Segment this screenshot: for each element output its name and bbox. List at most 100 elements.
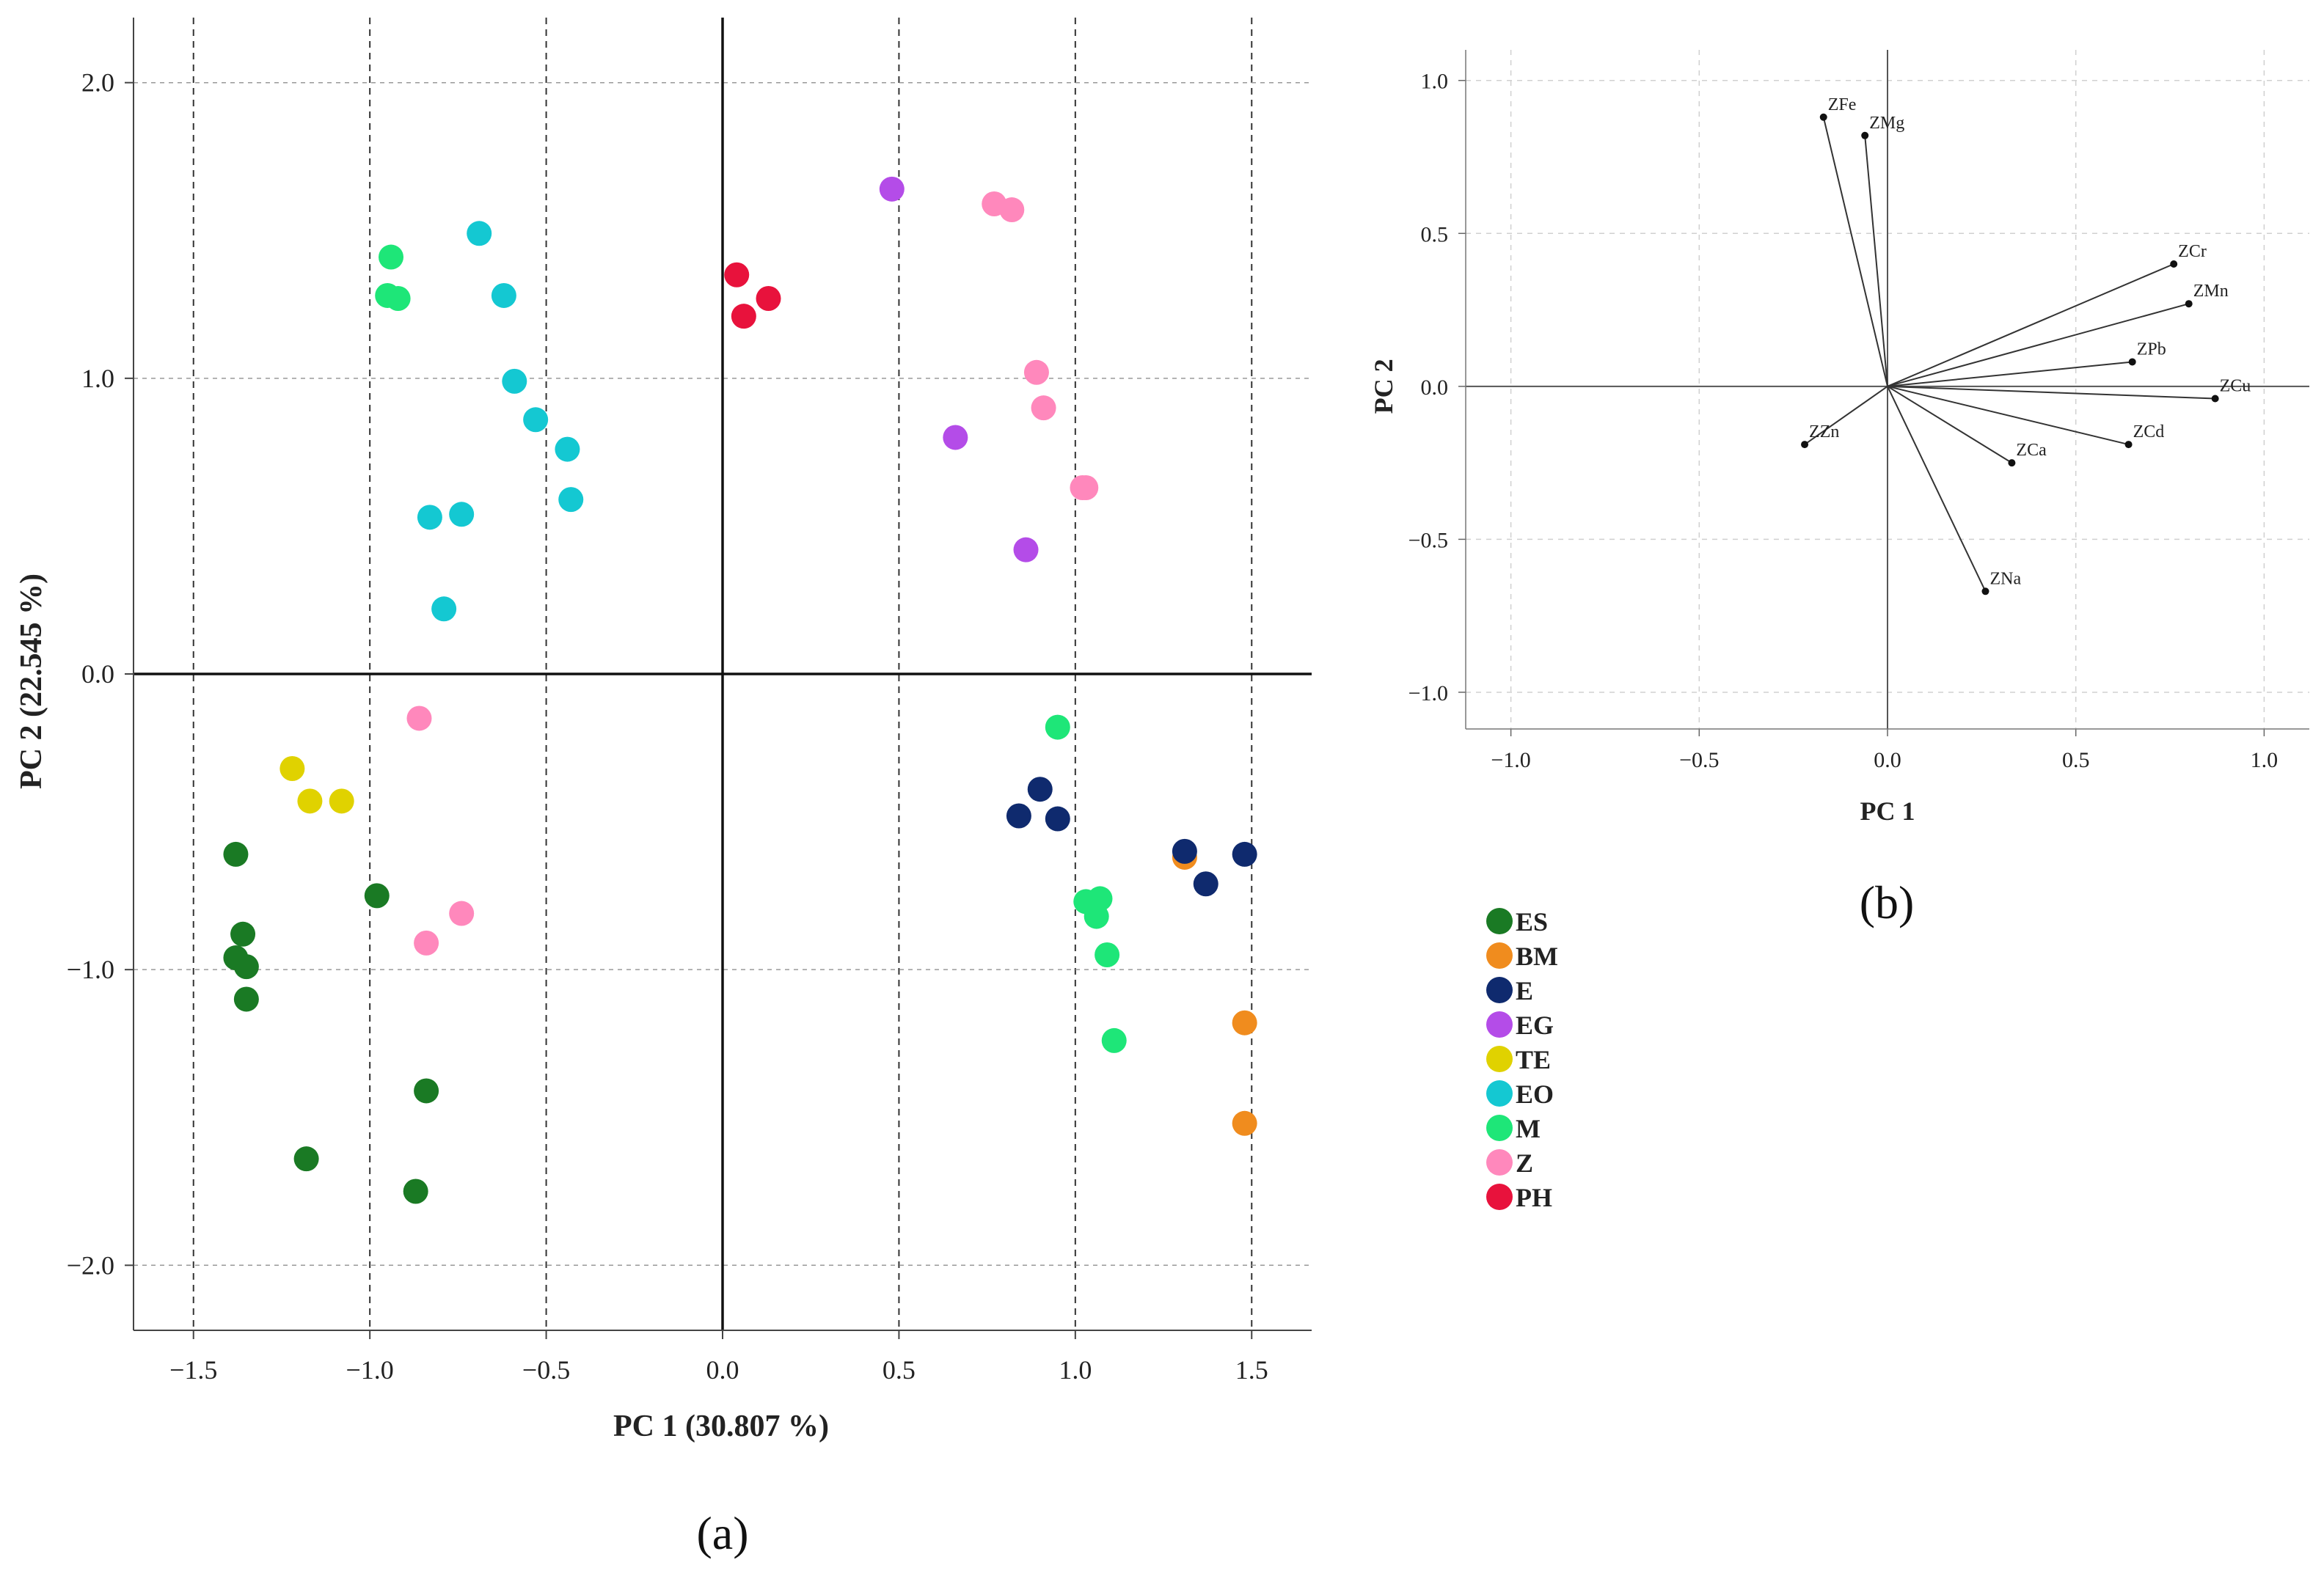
vector-label-zcu: ZCu [2220,377,2251,396]
vector-point-zfe [1819,113,1827,121]
legend-label-es: ES [1516,907,1548,937]
point-e [1232,841,1257,867]
point-m [1095,942,1120,967]
legend-label-eo: EO [1516,1080,1554,1109]
point-m [1045,714,1070,740]
legend-marker-m [1486,1115,1513,1141]
y-tick-label: 1.0 [1421,70,1449,94]
vector-label-zcd: ZCd [2133,422,2165,441]
panel-a-scatter: −1.5 −1.0 −0.5 0.0 0.5 1.0 1.5 −2.0 −1.0 0.0 1.0 2.… [15,18,1312,1443]
point-bm [1232,1110,1257,1136]
panel-b-loadings: −1.0 −0.5 0.0 0.5 1.0 −1.0 −0.5 0.0 0.5 1.0 PC 1 PC… [1369,50,2309,826]
vector-point-zca [2008,459,2016,467]
x-axis-title: PC 1 (30.807 %) [613,1410,829,1443]
point-ph [731,304,756,329]
vector-label-zfe: ZFe [1828,95,1857,114]
vector-point-zmg [1861,131,1869,139]
point-te [297,788,323,814]
vector-point-zcu [2211,395,2219,403]
point-m [1084,904,1109,929]
vector-point-zcr [2170,260,2178,268]
vector-line-zcr [1887,263,2174,387]
point-eg [879,176,905,202]
point-es [403,1179,428,1204]
point-z [999,197,1025,223]
vector-line-zmn [1887,303,2189,387]
x-tick-label: 0.5 [883,1355,916,1385]
legend-label-eg: EG [1516,1011,1554,1040]
point-te [279,756,305,782]
legend-label-te: TE [1516,1045,1551,1074]
panel-a-label: (a) [696,1507,748,1559]
legend-marker-z [1486,1149,1513,1176]
vector-label-zpb: ZPb [2137,340,2166,359]
vector-line-zcd [1887,385,2129,446]
point-e [1193,871,1218,897]
legend-marker-te [1486,1046,1513,1072]
vector-label-zna: ZNa [1989,569,2021,588]
y-tick-label: 0.5 [1421,222,1449,246]
point-es [414,1078,439,1104]
vector-label-zzn: ZZn [1809,422,1839,441]
point-eo [491,282,516,308]
vector-point-zmn [2185,300,2193,308]
y-tick-label: 0.0 [1421,375,1449,400]
point-es [223,841,249,867]
y-tick-label: 0.0 [81,659,114,689]
x-axis-title: PC 1 [1860,796,1915,826]
y-tick-label: 2.0 [81,68,114,98]
point-eg [1013,537,1039,562]
x-tick-label: −1.0 [346,1355,394,1385]
legend-marker-ph [1486,1184,1513,1210]
point-eo [555,436,580,462]
y-tick-label: −1.0 [67,955,114,984]
vector-line-zcu [1887,385,2215,400]
point-eo [502,368,527,394]
y-axis-title: PC 2 [1369,359,1398,414]
point-eo [523,407,549,433]
point-eo [558,487,584,513]
vector-point-zcd [2124,441,2133,449]
x-tick-label: 0.0 [1874,748,1901,772]
legend-marker-eg [1486,1011,1513,1038]
vector-line-zfe [1822,117,1888,387]
y-axis-title: PC 2 (22.545 %) [15,573,48,789]
legend-label-z: Z [1516,1148,1533,1178]
legend-marker-eo [1486,1080,1513,1107]
point-e [1006,803,1031,829]
x-tick-label: −1.0 [1491,748,1530,772]
panel-b-label: (b) [1860,876,1915,928]
point-ph [724,262,750,287]
point-ph [756,285,781,311]
vector-point-zzn [1801,441,1809,449]
legend-marker-e [1486,977,1513,1003]
point-z [406,705,432,731]
x-tick-label: −0.5 [522,1355,570,1385]
x-tick-label: −0.5 [1679,748,1719,772]
y-tick-label: −2.0 [67,1250,114,1280]
point-eo [467,221,492,246]
vector-label-zmg: ZMg [1869,114,1904,133]
vector-line-zmg [1864,135,1888,386]
point-z [1023,359,1049,385]
point-z [1031,395,1056,421]
point-eo [449,502,475,527]
point-eo [417,505,442,530]
point-es [364,883,390,909]
point-eo [431,596,457,622]
legend-label-m: M [1516,1114,1541,1143]
vector-label-zcr: ZCr [2178,242,2207,261]
point-m [379,244,404,270]
point-z [449,901,475,926]
point-bm [1232,1010,1257,1036]
vector-point-zna [1981,587,1989,595]
point-es [233,954,259,980]
point-e [1045,806,1070,832]
vector-line-zpb [1887,361,2133,387]
point-es [293,1146,319,1172]
point-es [230,921,256,947]
point-m [1101,1027,1127,1053]
x-tick-label: −1.5 [169,1355,217,1385]
point-e [1172,838,1197,864]
